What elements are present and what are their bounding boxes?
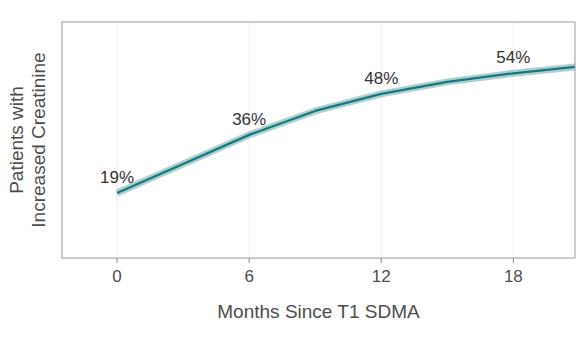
tick-mark bbox=[381, 258, 382, 263]
annotation: 36% bbox=[232, 110, 266, 129]
series-group bbox=[117, 66, 575, 193]
tick-label: 12 bbox=[372, 267, 391, 286]
plot-frame bbox=[62, 22, 575, 258]
tick-label: 18 bbox=[504, 267, 523, 286]
chart: 0 6 12 18 19% 36% 48% 54% Months Since T1 SDMA Pa… bbox=[0, 0, 585, 350]
line bbox=[117, 66, 575, 193]
annotation: 54% bbox=[496, 48, 530, 67]
line-band bbox=[117, 66, 575, 193]
grid-line bbox=[117, 22, 118, 258]
tick-label: 0 bbox=[112, 267, 121, 286]
grid-line bbox=[249, 22, 250, 258]
y-axis-label-line: Increased Creatinine bbox=[28, 52, 49, 227]
tick-mark bbox=[513, 258, 514, 263]
annotation: 48% bbox=[364, 69, 398, 88]
tick-label: 6 bbox=[244, 267, 253, 286]
tick-mark bbox=[117, 258, 118, 263]
y-axis-label-line: Patients with bbox=[6, 86, 27, 194]
annotation: 19% bbox=[100, 168, 134, 187]
x-axis-label: Months Since T1 SDMA bbox=[217, 301, 420, 322]
y-axis-label: Patients withIncreased Creatinine bbox=[6, 52, 49, 227]
grid-line bbox=[381, 22, 382, 258]
tick-mark bbox=[249, 258, 250, 263]
